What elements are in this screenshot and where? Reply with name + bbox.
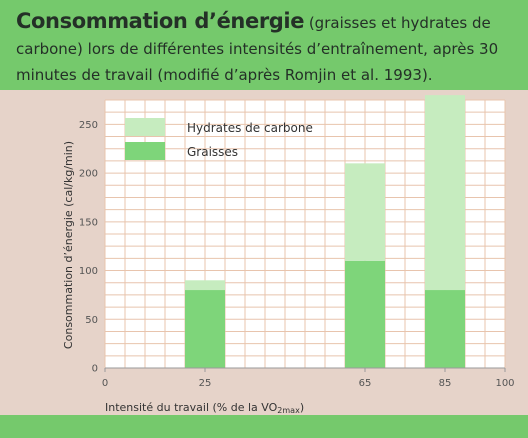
x-tick-label: 0 <box>102 378 108 389</box>
caption-text: (graisses et hydrates de carbone) lors d… <box>16 14 499 84</box>
y-tick-label: 0 <box>92 364 98 375</box>
y-tick-label: 150 <box>79 217 98 228</box>
bar-graisses <box>345 260 385 368</box>
legend-label: Graisses <box>187 145 238 159</box>
legend-swatch <box>125 118 165 136</box>
x-tick-label: 65 <box>359 378 372 389</box>
legend-label: Hydrates de carbone <box>187 121 313 135</box>
bar-hydrates-de-carbone <box>345 163 385 261</box>
y-tick-label: 100 <box>79 266 98 277</box>
figure-caption: Consommation d’énergie (graisses et hydr… <box>16 8 516 88</box>
x-axis-label-suffix: ) <box>300 401 304 414</box>
footer-band <box>0 415 528 438</box>
y-tick-label: 50 <box>85 315 98 326</box>
x-axis-label: Intensité du travail (% de la VO2max) <box>105 401 304 415</box>
bar-graisses <box>425 290 465 368</box>
x-tick-label: 25 <box>199 378 212 389</box>
legend: Hydrates de carbone Graisses <box>125 118 313 160</box>
bar-hydrates-de-carbone <box>425 95 465 291</box>
x-tick-label: 100 <box>495 378 514 389</box>
x-axis-label-prefix: Intensité du travail (% de la VO <box>105 401 278 414</box>
x-tick-label: 85 <box>439 378 452 389</box>
bars <box>185 95 465 368</box>
y-tick-label: 200 <box>79 169 98 180</box>
y-tick-label: 250 <box>79 120 98 131</box>
axes: 0 50 100 150 200 250 0 25 65 85 100 <box>79 120 515 389</box>
bar-hydrates-de-carbone <box>185 280 225 291</box>
header-band <box>0 0 528 90</box>
legend-swatch <box>125 142 165 160</box>
bar-graisses <box>185 290 225 368</box>
caption-title: Consommation d’énergie <box>16 9 305 33</box>
x-axis-label-sub: 2max <box>277 406 300 415</box>
y-axis-label: Consommation d’énergie (cal/kg/min) <box>62 141 75 349</box>
